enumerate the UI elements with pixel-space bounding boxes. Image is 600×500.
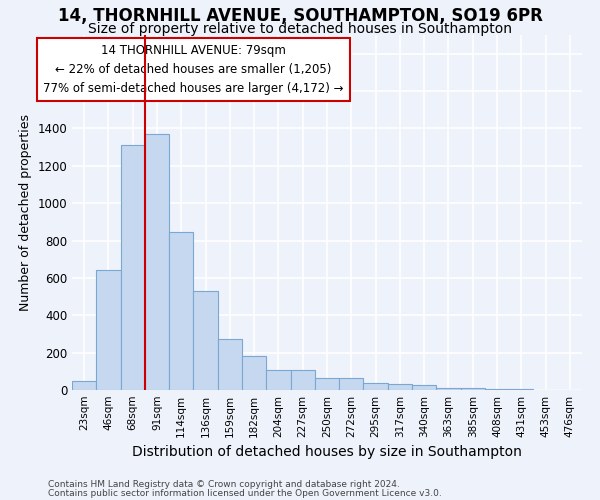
Bar	[412, 386, 436, 390]
Y-axis label: Number of detached properties: Number of detached properties	[19, 114, 32, 311]
Bar	[121, 145, 145, 390]
Text: Contains HM Land Registry data © Crown copyright and database right 2024.: Contains HM Land Registry data © Crown c…	[48, 480, 400, 489]
Text: Contains public sector information licensed under the Open Government Licence v3: Contains public sector information licen…	[48, 488, 442, 498]
Bar	[218, 338, 242, 390]
Bar	[145, 134, 169, 390]
Bar	[461, 388, 485, 390]
Bar	[339, 378, 364, 390]
Text: 14 THORNHILL AVENUE: 79sqm
← 22% of detached houses are smaller (1,205)
77% of s: 14 THORNHILL AVENUE: 79sqm ← 22% of deta…	[43, 44, 344, 96]
Bar	[364, 382, 388, 390]
Text: 14, THORNHILL AVENUE, SOUTHAMPTON, SO19 6PR: 14, THORNHILL AVENUE, SOUTHAMPTON, SO19 …	[58, 8, 542, 26]
Bar	[193, 291, 218, 390]
Bar	[96, 270, 121, 390]
Bar	[72, 380, 96, 390]
Bar	[169, 232, 193, 390]
Bar	[485, 389, 509, 390]
Bar	[242, 356, 266, 390]
Bar	[509, 389, 533, 390]
X-axis label: Distribution of detached houses by size in Southampton: Distribution of detached houses by size …	[132, 446, 522, 460]
Bar	[315, 378, 339, 390]
Bar	[266, 370, 290, 390]
Bar	[388, 384, 412, 390]
Bar	[436, 388, 461, 390]
Bar	[290, 370, 315, 390]
Text: Size of property relative to detached houses in Southampton: Size of property relative to detached ho…	[88, 22, 512, 36]
